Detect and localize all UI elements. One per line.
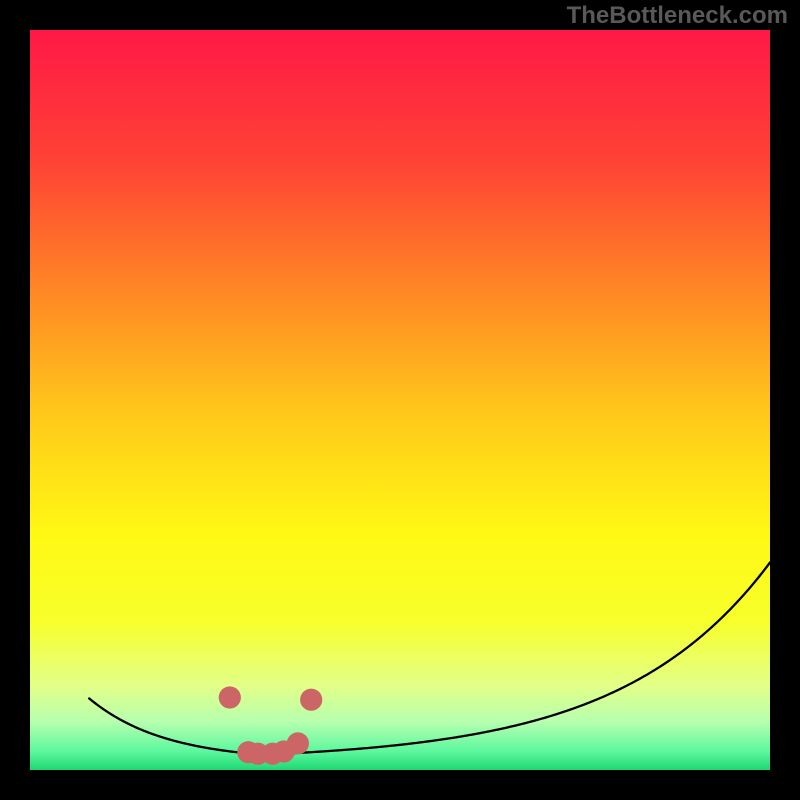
data-marker	[300, 689, 322, 711]
bottleneck-chart	[30, 30, 770, 770]
chart-stage: TheBottleneck.com	[0, 0, 800, 800]
data-marker	[287, 732, 309, 754]
watermark-text: TheBottleneck.com	[567, 2, 788, 30]
gradient-background	[30, 30, 770, 770]
plot-area	[30, 30, 770, 770]
data-marker	[219, 686, 241, 708]
